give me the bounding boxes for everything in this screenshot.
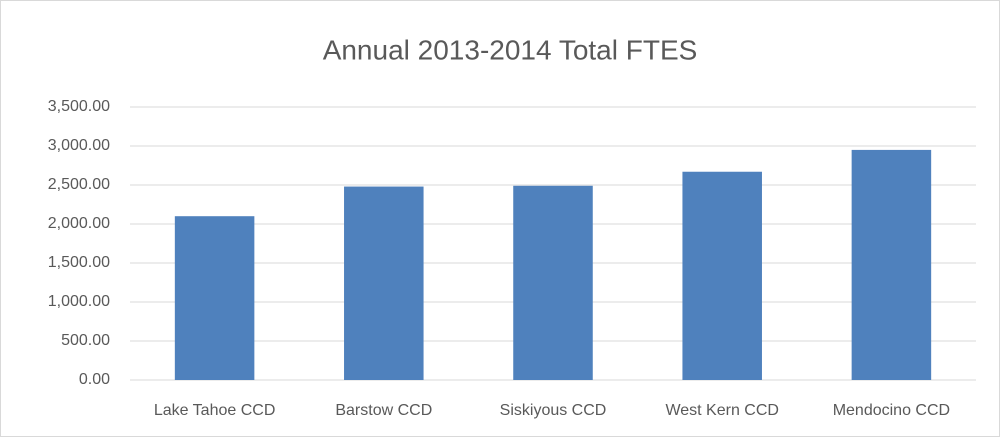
bar [513, 185, 593, 380]
x-tick-label: Barstow CCD [335, 402, 432, 419]
y-tick-label: 3,000.00 [48, 137, 110, 154]
x-tick-label: West Kern CCD [665, 402, 779, 419]
x-tick-label: Siskiyous CCD [500, 402, 607, 419]
bar [344, 186, 424, 380]
y-tick-label: 1,500.00 [48, 254, 110, 271]
y-tick-label: 500.00 [61, 332, 110, 349]
y-tick-label: 1,000.00 [48, 293, 110, 310]
y-tick-label: 2,000.00 [48, 215, 110, 232]
bar [682, 171, 762, 380]
y-tick-label: 0.00 [79, 371, 110, 388]
bar [174, 216, 255, 380]
chart-title: Annual 2013-2014 Total FTES [323, 34, 698, 65]
x-tick-label: Mendocino CCD [833, 402, 950, 419]
bar [851, 149, 932, 380]
y-tick-label: 2,500.00 [48, 176, 110, 193]
y-tick-label: 3,500.00 [48, 98, 110, 115]
x-tick-label: Lake Tahoe CCD [154, 402, 276, 419]
